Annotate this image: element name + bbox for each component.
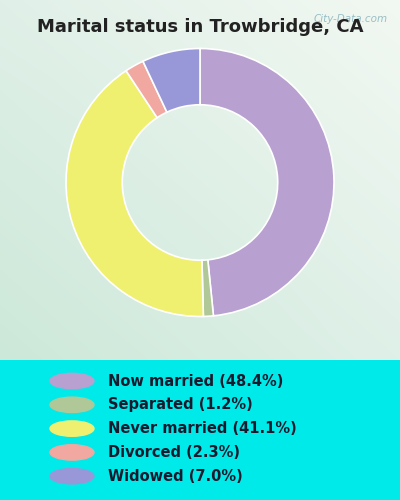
Text: Separated (1.2%): Separated (1.2%) [108, 398, 253, 412]
Wedge shape [143, 48, 200, 112]
Circle shape [50, 444, 94, 460]
Text: City-Data.com: City-Data.com [314, 14, 388, 24]
Circle shape [50, 374, 94, 388]
Wedge shape [202, 260, 214, 316]
Text: Widowed (7.0%): Widowed (7.0%) [108, 468, 243, 483]
Wedge shape [126, 62, 167, 118]
Text: Now married (48.4%): Now married (48.4%) [108, 374, 283, 388]
Circle shape [50, 397, 94, 412]
Text: Marital status in Trowbridge, CA: Marital status in Trowbridge, CA [37, 18, 363, 36]
Wedge shape [66, 70, 203, 316]
Circle shape [50, 421, 94, 436]
Circle shape [50, 468, 94, 484]
Text: Divorced (2.3%): Divorced (2.3%) [108, 445, 240, 460]
Wedge shape [200, 48, 334, 316]
Text: Never married (41.1%): Never married (41.1%) [108, 421, 297, 436]
